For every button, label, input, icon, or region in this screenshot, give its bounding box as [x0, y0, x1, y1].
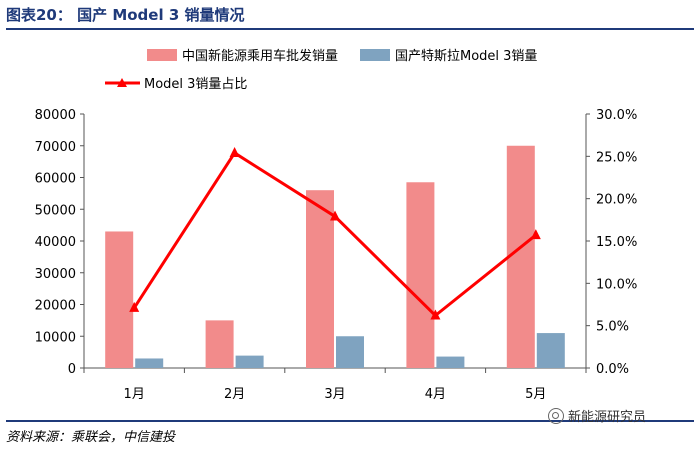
bar-nev-wholesale: [406, 182, 435, 368]
y-right-tick-label: 0.0%: [596, 362, 629, 377]
x-tick-label: 1月: [124, 387, 145, 402]
y-left-tick-label: 60000: [35, 172, 76, 187]
y-left-tick-label: 40000: [35, 235, 76, 250]
legend-swatch-bar1: [147, 49, 177, 61]
figure-title: 图表20： 国产 Model 3 销量情况: [6, 6, 245, 24]
bar-model3-sales: [536, 333, 565, 368]
bar-model3-sales: [235, 355, 264, 368]
bars: [105, 145, 565, 368]
y-left-tick-label: 50000: [35, 203, 76, 218]
y-left-tick-label: 0: [68, 362, 76, 377]
legend: 中国新能源乘用车批发销量 国产特斯拉Model 3销量 Model 3销量占比: [105, 48, 537, 92]
line-point-triangle: [530, 229, 541, 240]
watermark: 新能源研究员: [548, 406, 646, 425]
x-tick-label: 3月: [324, 387, 345, 402]
y-left-tick-label: 20000: [35, 299, 76, 314]
y-left-tick-label: 70000: [35, 140, 76, 155]
legend-label-bar1: 中国新能源乘用车批发销量: [182, 48, 338, 64]
x-tick-label: 2月: [224, 387, 245, 402]
x-tick-label: 4月: [425, 387, 446, 402]
bar-nev-wholesale: [105, 231, 134, 368]
y-right-tick-label: 10.0%: [596, 277, 637, 292]
wechat-icon: [548, 407, 564, 424]
legend-label-bar2: 国产特斯拉Model 3销量: [395, 49, 537, 64]
y-left-tick-label: 30000: [35, 267, 76, 282]
line-series: [129, 146, 541, 320]
axes: 0 10000 20000 30000 40000 50000 60000 70000 8000…: [35, 108, 638, 402]
y-right-tick-label: 5.0%: [596, 320, 629, 335]
legend-marker-triangle: [117, 78, 127, 87]
bar-nev-wholesale: [306, 190, 334, 368]
source-note: 资料来源：乘联会，中信建投: [6, 430, 176, 445]
y-left-tick-label: 10000: [35, 330, 76, 345]
y-right-tick-label: 15.0%: [596, 235, 637, 250]
bar-model3-sales: [336, 336, 364, 368]
line-point-triangle: [229, 146, 240, 157]
y-right-tick-label: 20.0%: [596, 193, 637, 208]
bar-nev-wholesale: [506, 145, 535, 368]
legend-swatch-bar2: [360, 49, 390, 61]
y-left-tick-label: 80000: [35, 108, 76, 123]
watermark-text: 新能源研究员: [568, 410, 647, 425]
legend-label-line: Model 3销量占比: [144, 77, 247, 92]
line-point-triangle: [129, 301, 140, 312]
footer-divider: [6, 420, 694, 422]
line-model3-share: [132, 151, 537, 318]
y-right-tick-label: 30.0%: [596, 108, 637, 123]
title-bar: 图表20： 国产 Model 3 销量情况: [6, 2, 694, 30]
x-tick-label: 5月: [525, 387, 546, 402]
line-point-triangle: [430, 309, 441, 320]
y-right-tick-label: 25.0%: [596, 150, 637, 165]
bar-model3-sales: [436, 356, 465, 368]
line-point-triangle: [330, 210, 340, 221]
bar-nev-wholesale: [205, 320, 234, 368]
bar-model3-sales: [135, 358, 164, 368]
